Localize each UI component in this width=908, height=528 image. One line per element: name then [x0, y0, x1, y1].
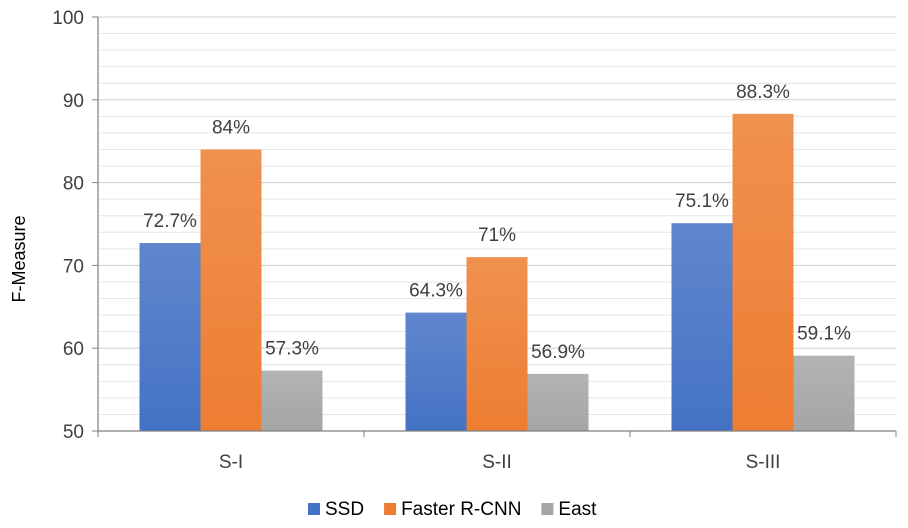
bar-ssd-s-ii — [405, 312, 467, 431]
data-label: 64.3% — [409, 281, 463, 302]
data-label: 71% — [478, 225, 516, 246]
legend-label: SSD — [325, 499, 364, 520]
bar-east-s-iii — [793, 355, 855, 431]
bar-faster-r-cnn-s-iii — [732, 113, 794, 431]
y-tick-label: 100 — [52, 8, 84, 29]
data-label: 56.9% — [531, 342, 585, 363]
bar-east-s-ii — [527, 373, 589, 431]
y-tick-label: 90 — [63, 91, 84, 112]
bar-faster-r-cnn-s-i — [200, 149, 262, 432]
y-tick-label: 60 — [63, 339, 84, 360]
y-axis-title: F-Measure — [9, 215, 29, 302]
legend-swatch — [384, 503, 397, 515]
legend: SSD Faster R-CNN East — [308, 499, 597, 520]
y-tick-label: 80 — [63, 174, 84, 195]
legend-label: East — [558, 499, 597, 520]
data-label: 57.3% — [265, 339, 319, 360]
bar-faster-r-cnn-s-ii — [466, 257, 528, 431]
bar-ssd-s-i — [139, 243, 201, 431]
y-tick-label: 50 — [63, 422, 84, 443]
legend-swatch — [541, 503, 554, 515]
legend-label: Faster R-CNN — [401, 499, 521, 520]
legend-swatch — [308, 503, 320, 515]
x-tick-label: S-II — [482, 452, 512, 473]
x-tick-label: S-III — [746, 452, 781, 473]
data-label: 59.1% — [797, 324, 851, 345]
y-tick-label: 70 — [63, 256, 84, 277]
data-label: 72.7% — [143, 211, 197, 232]
axes: 50 60 70 80 90 100 S-I S-II S-III — [52, 8, 897, 473]
data-label: 75.1% — [675, 191, 729, 212]
data-label: 88.3% — [736, 82, 790, 103]
x-tick-label: S-I — [219, 452, 243, 473]
data-label: 84% — [212, 117, 250, 138]
bar-ssd-s-iii — [671, 223, 733, 431]
data-labels: 72.7% 84% 57.3% 64.3% 71% 56.9% 75.1% 88.3% 59.1… — [143, 82, 851, 363]
bars — [139, 113, 855, 432]
bar-east-s-i — [261, 370, 323, 431]
